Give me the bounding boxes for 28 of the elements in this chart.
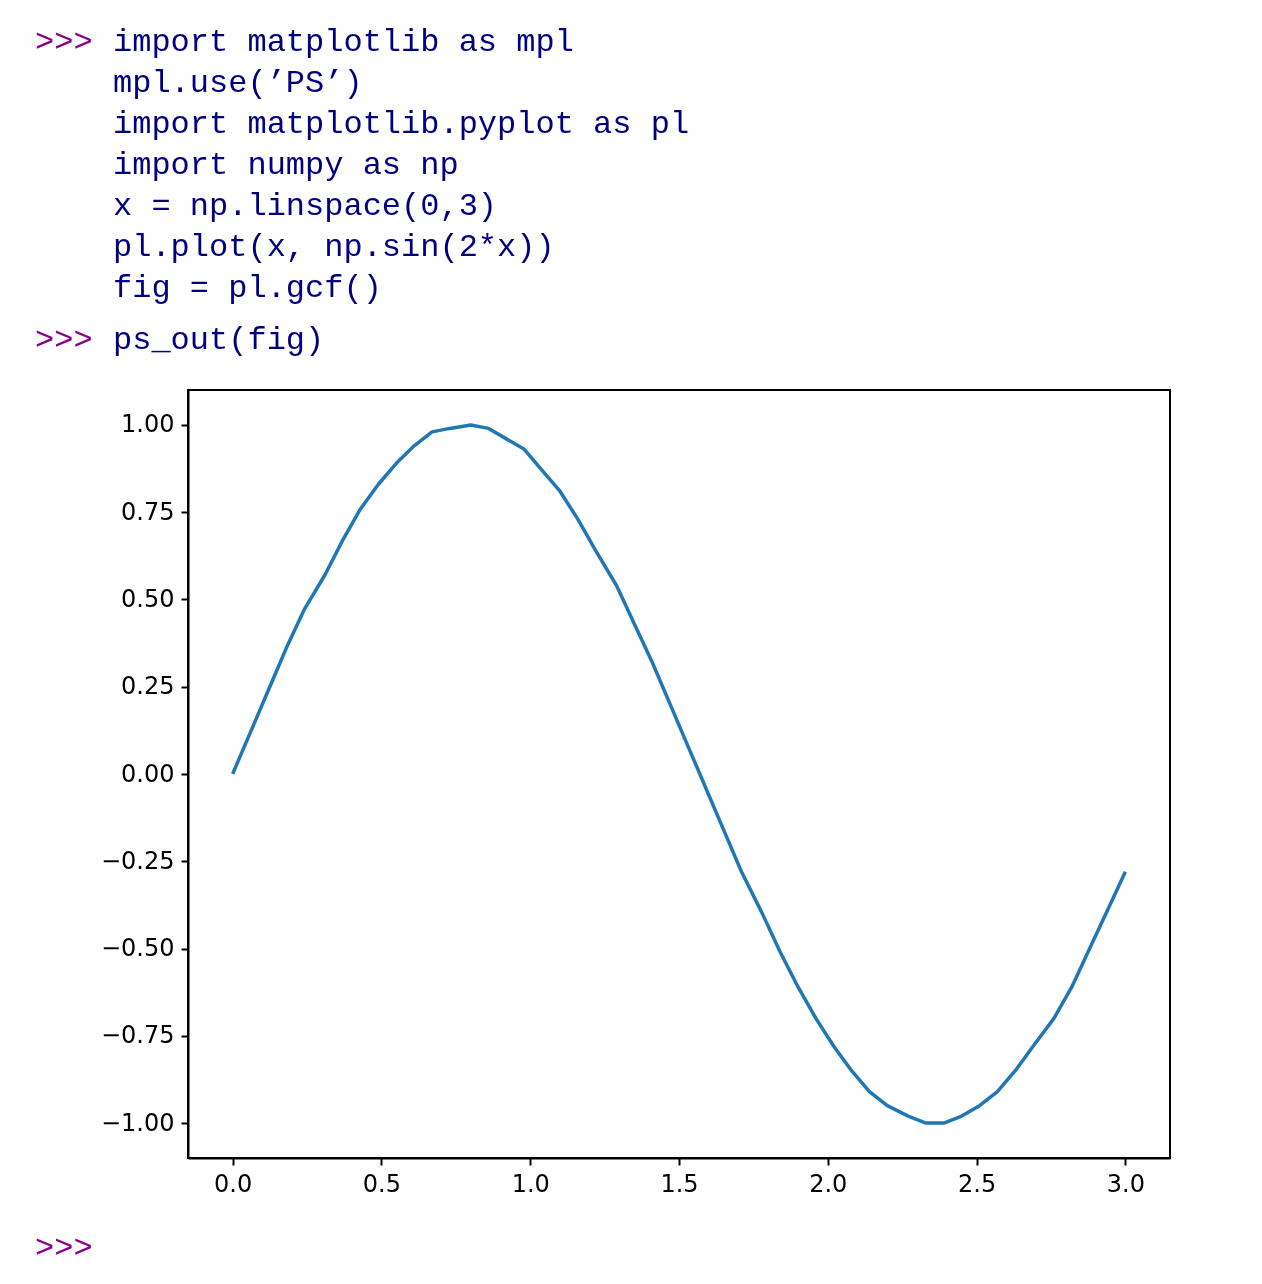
y-tick-label: 0.75 — [121, 497, 175, 526]
text: ps_out(fig) — [113, 322, 325, 359]
y-tick-label: 1.00 — [121, 410, 175, 439]
text: fig = pl.gcf() — [113, 270, 382, 307]
x-tick-label: 3.0 — [1106, 1169, 1145, 1198]
text: >>> — [35, 322, 93, 359]
x-tick-label: 2.5 — [957, 1169, 997, 1198]
x-tick-label: 0.0 — [214, 1169, 253, 1198]
x-tick-label: 2.0 — [809, 1169, 848, 1198]
text: >>> — [35, 24, 93, 61]
text: import matplotlib as mpl — [113, 24, 574, 61]
line-series — [230, 423, 1128, 1125]
x-tick-label: 1.5 — [660, 1169, 699, 1198]
text: import matplotlib.pyplot as pl — [113, 106, 690, 143]
text: import numpy as np — [113, 147, 459, 184]
x-tick-label: 0.5 — [362, 1169, 402, 1198]
y-tick-label: −1.00 — [100, 1108, 175, 1137]
text: mpl.use(’PS’) — [113, 65, 363, 102]
y-tick-label: −0.75 — [100, 1021, 175, 1050]
y-tick-label: −0.50 — [100, 934, 175, 963]
y-tick-label: −0.25 — [100, 846, 175, 875]
y-tick-label: 0.00 — [121, 759, 175, 788]
y-tick-label: 0.50 — [121, 584, 175, 613]
x-tick-label: 1.0 — [511, 1169, 550, 1198]
text: >>> — [35, 1230, 93, 1267]
text: x = np.linspace(0,3) — [113, 188, 498, 225]
text: pl.plot(x, np.sin(2*x)) — [113, 229, 555, 266]
y-tick-label: 0.25 — [121, 672, 175, 701]
